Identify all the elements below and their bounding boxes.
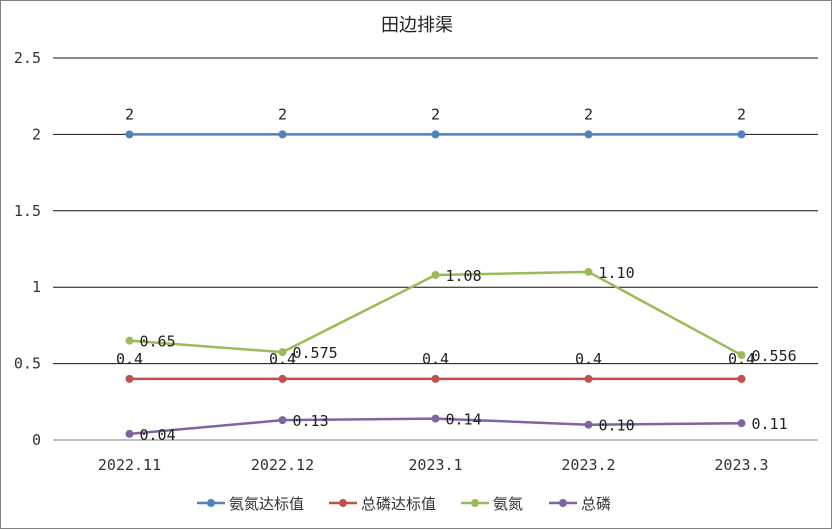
legend-swatch-marker (471, 499, 479, 507)
data-label: 0.65 (140, 333, 176, 351)
y-tick-label: 2.5 (14, 49, 41, 67)
data-label: 0.4 (422, 350, 449, 368)
data-point (584, 267, 593, 276)
data-label: 0.4 (728, 350, 755, 368)
data-point (431, 374, 440, 383)
series-lines (125, 130, 746, 438)
data-label: 0.556 (752, 347, 797, 365)
data-point (125, 130, 134, 139)
data-label: 0.13 (293, 412, 329, 430)
data-label: 2 (737, 105, 746, 123)
y-tick-label: 2 (32, 125, 41, 143)
data-point (278, 374, 287, 383)
data-label: 1.08 (446, 267, 482, 285)
x-tick-label: 2023.1 (408, 456, 462, 474)
legend-swatch-marker (559, 499, 567, 507)
x-axis-ticks: 2022.11 2022.12 2023.1 2023.2 2023.3 (98, 456, 769, 474)
legend-label: 总磷 (581, 495, 611, 513)
data-point (737, 130, 746, 139)
y-tick-label: 0 (32, 431, 41, 449)
data-label: 0.04 (140, 426, 176, 444)
data-point (278, 416, 287, 425)
y-tick-label: 1.5 (14, 202, 41, 220)
x-tick-label: 2023.2 (561, 456, 615, 474)
y-tick-label: 1 (32, 278, 41, 296)
data-label: 2 (584, 105, 593, 123)
legend-swatch-marker (339, 499, 347, 507)
legend: 氨氮达标值 总磷达标值 氨氮 总磷 (197, 495, 611, 513)
data-label: 0.10 (599, 417, 635, 435)
legend-label: 氨氮 (493, 495, 523, 513)
x-tick-label: 2022.11 (98, 456, 161, 474)
x-tick-label: 2023.3 (714, 456, 768, 474)
data-point (737, 374, 746, 383)
data-label: 2 (278, 105, 287, 123)
data-point (278, 130, 287, 139)
y-axis-ticks: 0 0.5 1 1.5 2 2.5 (14, 49, 41, 449)
data-label: 0.575 (293, 344, 338, 362)
data-label: 0.14 (446, 411, 482, 429)
legend-label: 总磷达标值 (361, 495, 436, 513)
data-point (584, 374, 593, 383)
data-point (737, 351, 746, 360)
data-point (431, 270, 440, 279)
data-label: 0.4 (575, 350, 602, 368)
data-label: 0.4 (116, 350, 143, 368)
data-point (278, 348, 287, 357)
data-point (125, 336, 134, 345)
data-label: 2 (125, 105, 134, 123)
series-line (129, 270, 743, 357)
data-label: 2 (431, 105, 440, 123)
data-point (584, 420, 593, 429)
legend-label: 氨氮达标值 (229, 495, 304, 513)
data-point (431, 130, 440, 139)
data-point (584, 130, 593, 139)
legend-swatch-marker (207, 499, 215, 507)
data-point (125, 429, 134, 438)
data-point (737, 419, 746, 428)
x-tick-label: 2022.12 (251, 456, 314, 474)
data-label: 0.4 (269, 350, 296, 368)
data-point (431, 414, 440, 423)
data-label: 1.10 (599, 264, 635, 282)
data-label: 0.11 (752, 415, 788, 433)
data-point (125, 374, 134, 383)
y-tick-label: 0.5 (14, 355, 41, 373)
chart-title: 田边排渠 (381, 15, 453, 36)
